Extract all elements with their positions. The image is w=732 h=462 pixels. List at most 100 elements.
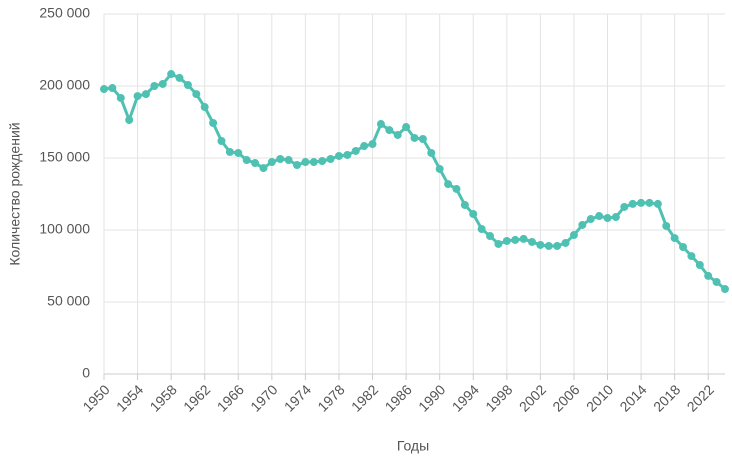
point [309, 158, 318, 167]
x-tick-label: 1998 [482, 381, 515, 414]
point [553, 241, 562, 250]
x-tick-label: 1966 [214, 381, 247, 414]
point [175, 73, 184, 82]
point [721, 285, 729, 294]
point [368, 140, 377, 149]
point [653, 199, 662, 208]
point [351, 146, 360, 155]
point [133, 92, 142, 101]
point [242, 156, 251, 165]
x-tick-label: 1954 [113, 381, 146, 414]
point [225, 147, 234, 156]
point [645, 198, 654, 207]
x-tick-label: 1990 [415, 381, 448, 414]
point [393, 130, 402, 139]
point [662, 221, 671, 230]
point [259, 164, 268, 173]
x-tick-label: 1982 [348, 381, 381, 414]
point [628, 199, 637, 208]
point [343, 150, 352, 159]
x-tick-label: 1958 [147, 381, 180, 414]
y-tick-label: 200 000 [39, 77, 90, 93]
point [435, 164, 444, 173]
point [444, 180, 453, 189]
point [301, 158, 310, 167]
point [284, 156, 293, 165]
point [183, 80, 192, 89]
y-tick-label: 150 000 [39, 149, 90, 165]
point [536, 240, 545, 249]
point [704, 271, 713, 280]
point [209, 119, 218, 128]
point [125, 115, 134, 124]
point [494, 239, 503, 248]
point [410, 133, 419, 142]
line [103, 72, 726, 291]
point [192, 90, 201, 99]
y-tick-label: 0 [82, 365, 90, 381]
point [569, 231, 578, 240]
point [427, 148, 436, 157]
point [527, 237, 536, 246]
point [234, 148, 243, 157]
point [578, 220, 587, 229]
point [519, 234, 528, 243]
point [637, 198, 646, 207]
x-tick-label: 1994 [449, 381, 482, 414]
point [402, 123, 411, 132]
point [679, 242, 688, 251]
point [360, 142, 369, 151]
point [561, 238, 570, 247]
point [670, 234, 679, 243]
x-tick-label: 1986 [382, 381, 415, 414]
point [452, 184, 461, 193]
point [318, 157, 327, 166]
point [376, 120, 385, 129]
point [276, 155, 285, 164]
x-tick-label: 2002 [516, 381, 549, 414]
point [586, 215, 595, 224]
point [502, 236, 511, 245]
point [418, 134, 427, 143]
point [595, 212, 604, 221]
point [603, 214, 612, 223]
point [477, 224, 486, 233]
x-tick-label: 2018 [650, 381, 683, 414]
y-tick-label: 100 000 [39, 221, 90, 237]
point [167, 70, 176, 79]
point [469, 210, 478, 219]
point [108, 84, 117, 93]
x-tick-label: 1950 [79, 381, 112, 414]
point [687, 252, 696, 261]
point [267, 158, 276, 167]
x-tick-label: 1970 [247, 381, 280, 414]
point [611, 213, 620, 222]
y-tick-label: 50 000 [47, 293, 90, 309]
point [158, 79, 167, 88]
point [251, 159, 260, 168]
point [116, 93, 125, 102]
x-tick-label: 1962 [180, 381, 213, 414]
point [217, 137, 226, 146]
point [293, 161, 302, 170]
x-tick-label: 1978 [314, 381, 347, 414]
point [511, 235, 520, 244]
point [326, 155, 335, 164]
point [544, 241, 553, 250]
point [150, 82, 159, 90]
x-tick-label: 2010 [583, 381, 616, 414]
point [141, 90, 150, 99]
point [486, 232, 495, 241]
point [620, 202, 629, 211]
y-axis-title: Количество рождений [7, 122, 23, 265]
point [385, 126, 394, 135]
point [460, 200, 469, 209]
point [200, 103, 209, 112]
x-axis-title: Годы [397, 438, 429, 454]
x-tick-label: 2022 [684, 381, 717, 414]
x-tick-label: 2014 [616, 381, 649, 414]
point [100, 85, 108, 94]
x-tick-label: 1974 [281, 381, 314, 414]
point [712, 277, 721, 286]
point [334, 151, 343, 160]
